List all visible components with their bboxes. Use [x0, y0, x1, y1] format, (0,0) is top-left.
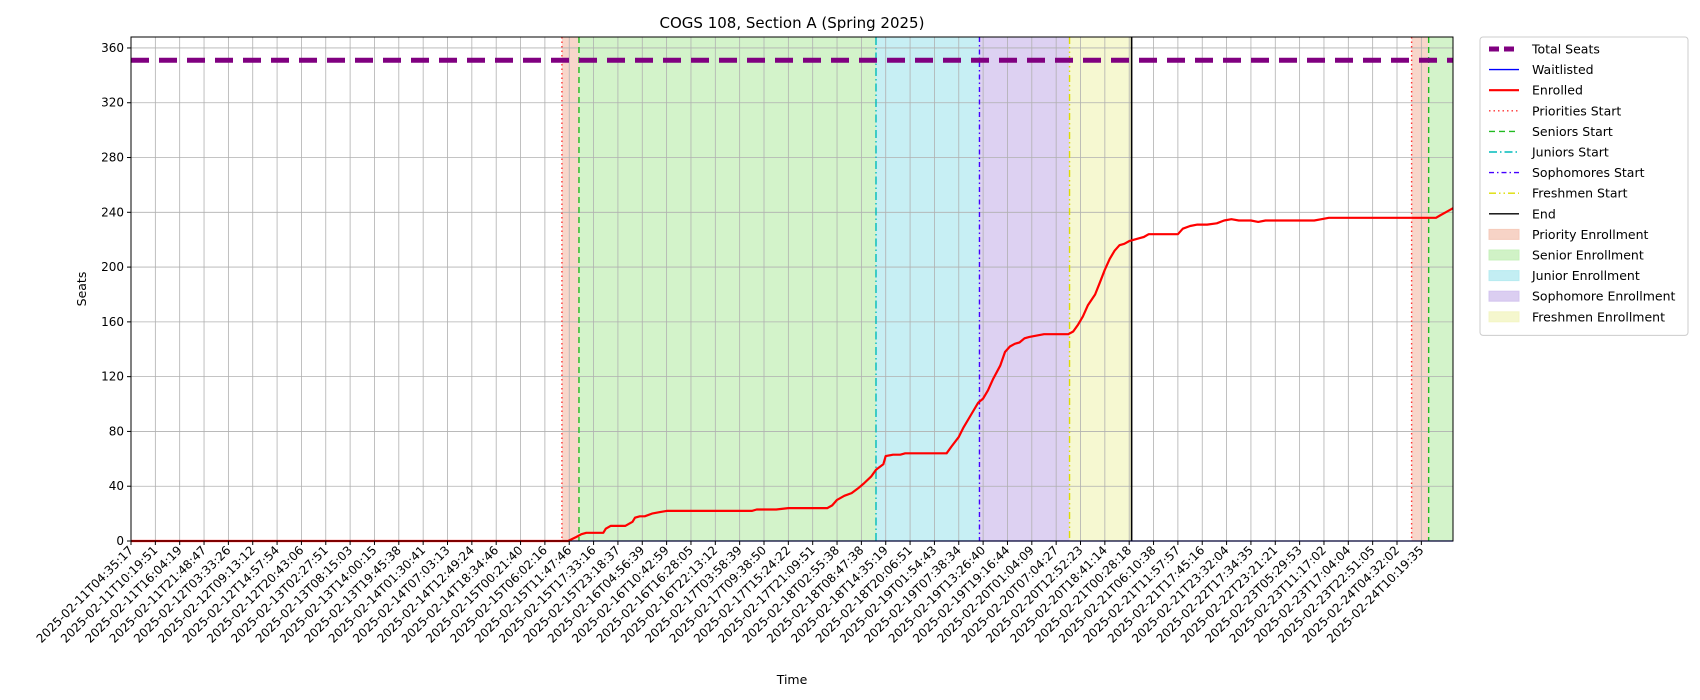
legend-entry: Freshmen Enrollment — [1488, 309, 1665, 324]
legend-swatch — [1488, 270, 1520, 282]
enrollment-phase-regions — [561, 37, 1453, 541]
legend-swatch — [1488, 249, 1520, 261]
y-tick-label: 80 — [109, 424, 124, 438]
legend-label: Senior Enrollment — [1532, 248, 1644, 263]
legend-swatch — [1488, 228, 1520, 240]
legend-entry: Sophomore Enrollment — [1488, 289, 1676, 304]
x-axis-ticks: 2025-02-11T04:35:172025-02-11T10:19:5120… — [34, 541, 1426, 646]
region-priority-enrollment — [561, 37, 579, 541]
legend-entry: Junior Enrollment — [1488, 268, 1640, 283]
legend-entry: Senior Enrollment — [1488, 248, 1644, 263]
y-axis-label: Seats — [74, 272, 89, 307]
legend-label: Freshmen Enrollment — [1532, 309, 1665, 324]
legend-entry: Juniors Start — [1489, 145, 1609, 160]
region-sophomore-enrollment — [979, 37, 1070, 541]
region-senior-enrollment — [1428, 37, 1453, 541]
y-tick-label: 240 — [101, 205, 124, 219]
legend-label: Seniors Start — [1532, 124, 1613, 139]
legend-label: Priorities Start — [1532, 103, 1621, 118]
y-tick-label: 200 — [101, 260, 124, 274]
legend: Total Seats Waitlisted Enrolled Priorities … — [1479, 36, 1689, 336]
y-tick-label: 320 — [101, 96, 124, 110]
legend-entry: Priorities Start — [1489, 103, 1621, 118]
legend-entry: Freshmen Start — [1489, 186, 1628, 201]
legend-entry: End — [1489, 206, 1556, 221]
region-priority-enrollment — [1411, 37, 1429, 541]
y-tick-label: 280 — [101, 151, 124, 165]
legend-label: Junior Enrollment — [1531, 268, 1640, 283]
legend-label: Juniors Start — [1531, 145, 1609, 160]
y-axis-ticks: 0 40 80 120 160 200 240 280 320 360 — [101, 41, 131, 548]
phase-start-lines — [561, 37, 1430, 541]
grid-lines — [130, 37, 1453, 542]
y-tick-label: 0 — [116, 534, 124, 548]
region-freshmen-enrollment — [1069, 37, 1132, 541]
x-axis-label: Time — [776, 672, 808, 687]
y-tick-label: 360 — [101, 41, 124, 55]
region-junior-enrollment — [875, 37, 980, 541]
plot-frame — [130, 36, 1454, 542]
region-senior-enrollment — [578, 37, 876, 541]
legend-entry: Seniors Start — [1489, 124, 1613, 139]
series-enrolled — [131, 207, 1454, 543]
legend-label: Sophomores Start — [1532, 165, 1645, 180]
legend-entry: Enrolled — [1489, 83, 1583, 98]
y-tick-label: 120 — [101, 370, 124, 384]
legend-swatch — [1488, 290, 1520, 302]
chart-title: COGS 108, Section A (Spring 2025) — [660, 14, 925, 32]
legend-entry: Total Seats — [1489, 42, 1600, 57]
legend-swatch — [1488, 311, 1520, 323]
legend-label: End — [1532, 206, 1556, 221]
y-tick-label: 40 — [109, 479, 124, 493]
legend-label: Waitlisted — [1532, 62, 1594, 77]
y-tick-label: 160 — [101, 315, 124, 329]
legend-entry: Sophomores Start — [1489, 165, 1645, 180]
legend-label: Sophomore Enrollment — [1532, 289, 1676, 304]
legend-label: Enrolled — [1532, 83, 1583, 98]
legend-label: Priority Enrollment — [1532, 227, 1649, 242]
legend-entry: Priority Enrollment — [1488, 227, 1649, 242]
legend-label: Total Seats — [1531, 42, 1600, 57]
legend-label: Freshmen Start — [1532, 186, 1628, 201]
legend-entry: Waitlisted — [1489, 62, 1594, 77]
legend-box — [1479, 36, 1689, 336]
